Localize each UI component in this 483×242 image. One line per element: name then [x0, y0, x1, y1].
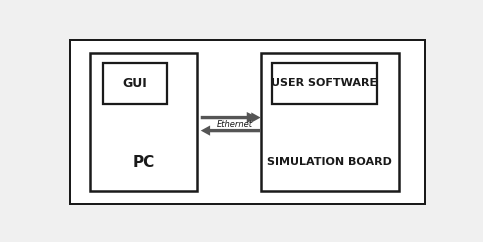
Bar — [272, 63, 377, 104]
FancyArrow shape — [201, 125, 261, 136]
Text: USER SOFTWARE: USER SOFTWARE — [271, 78, 377, 88]
Bar — [261, 53, 399, 191]
Text: GUI: GUI — [123, 76, 148, 90]
Bar — [90, 53, 197, 191]
Text: Ethernet: Ethernet — [216, 120, 253, 129]
Text: PC: PC — [132, 155, 155, 170]
Bar — [70, 40, 426, 204]
FancyArrow shape — [201, 113, 261, 123]
Bar — [103, 63, 167, 104]
Text: SIMULATION BOARD: SIMULATION BOARD — [268, 157, 392, 167]
